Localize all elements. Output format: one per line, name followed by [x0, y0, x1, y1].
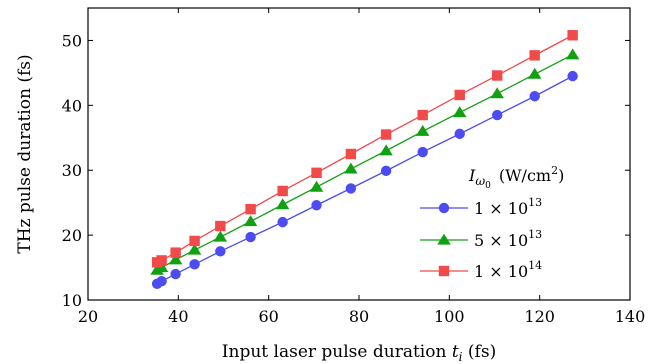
legend-title-subsub: 0 [485, 181, 491, 191]
data-point [529, 91, 540, 102]
data-point [490, 87, 504, 99]
data-point [311, 200, 322, 211]
data-point [417, 146, 428, 158]
data-point [168, 253, 183, 265]
data-point [345, 183, 357, 194]
data-point [309, 180, 324, 192]
data-point [189, 235, 200, 247]
legend-entry-base: 1 × 10 [474, 262, 528, 281]
data-point [245, 203, 256, 215]
data-point [565, 48, 580, 60]
data-point [156, 255, 167, 266]
data-point [213, 230, 228, 242]
data-point [277, 216, 288, 228]
x-tick-label: 40 [168, 307, 188, 326]
data-point [380, 129, 392, 140]
series-markers [150, 30, 580, 289]
y-tick-label: 30 [62, 161, 82, 180]
y-tick-label: 40 [62, 96, 82, 115]
data-point [345, 148, 357, 160]
legend-title-unit: (W/cm [499, 166, 551, 185]
data-point [415, 124, 430, 136]
data-point [380, 165, 392, 177]
data-point [245, 231, 256, 243]
legend-title-close: ) [558, 166, 564, 185]
legend-entry-label: 1 × 1014 [474, 259, 542, 281]
x-tick-label: 80 [349, 307, 369, 326]
legend-entry-exp: 13 [528, 196, 542, 209]
data-point [492, 70, 503, 81]
x-axis-label: Input laser pulse duration ti (fs) [222, 342, 496, 364]
legend-entry-exp: 14 [528, 259, 542, 272]
legend-title-sup: 2 [551, 164, 558, 177]
legend-entry-base: 5 × 10 [474, 231, 528, 250]
x-tick-label: 100 [434, 307, 465, 326]
x-tick-label: 120 [524, 307, 555, 326]
legend-title-sub: ω [475, 174, 485, 188]
legend-entry-label: 1 × 1013 [474, 196, 542, 218]
data-point [437, 233, 451, 245]
data-point [243, 215, 258, 227]
y-tick-label: 20 [62, 226, 82, 245]
data-point [454, 89, 465, 101]
x-tick-label: 20 [78, 307, 98, 326]
data-point [417, 109, 428, 121]
x-tick-label: 60 [258, 307, 278, 326]
x-axis-label-var: t [452, 342, 459, 362]
data-point [492, 109, 503, 121]
legend-entry-label: 5 × 1013 [474, 228, 542, 250]
data-point [567, 70, 578, 82]
data-point [438, 202, 450, 214]
data-point [567, 30, 578, 41]
data-point [187, 243, 202, 255]
data-point [454, 128, 465, 140]
x-axis-label-sub: i [459, 350, 463, 364]
data-point [156, 275, 167, 287]
data-point [215, 246, 226, 257]
data-point [438, 265, 450, 277]
data-point [527, 67, 542, 79]
legend-entry-base: 1 × 10 [474, 199, 528, 218]
legend-title-var: I [468, 166, 476, 185]
legend-entry-exp: 13 [528, 228, 542, 241]
data-point [379, 144, 393, 156]
data-point [529, 50, 540, 61]
data-point [189, 259, 200, 270]
data-point [344, 162, 358, 174]
y-tick-label: 50 [62, 31, 82, 50]
y-axis-label: THz pulse duration (fs) [15, 54, 35, 253]
data-point [275, 198, 290, 210]
data-point [311, 167, 322, 179]
y-tick-label: 10 [62, 291, 82, 310]
x-axis-label-unit: (fs) [463, 342, 497, 362]
x-axis-label-main: Input laser pulse duration [222, 342, 452, 362]
x-tick-label: 140 [615, 307, 646, 326]
legend-title: Iω0 (W/cm2) [468, 164, 564, 191]
data-point [453, 106, 467, 118]
data-point [277, 185, 288, 197]
data-point [170, 268, 181, 280]
data-point [170, 247, 181, 258]
data-point [215, 220, 226, 232]
